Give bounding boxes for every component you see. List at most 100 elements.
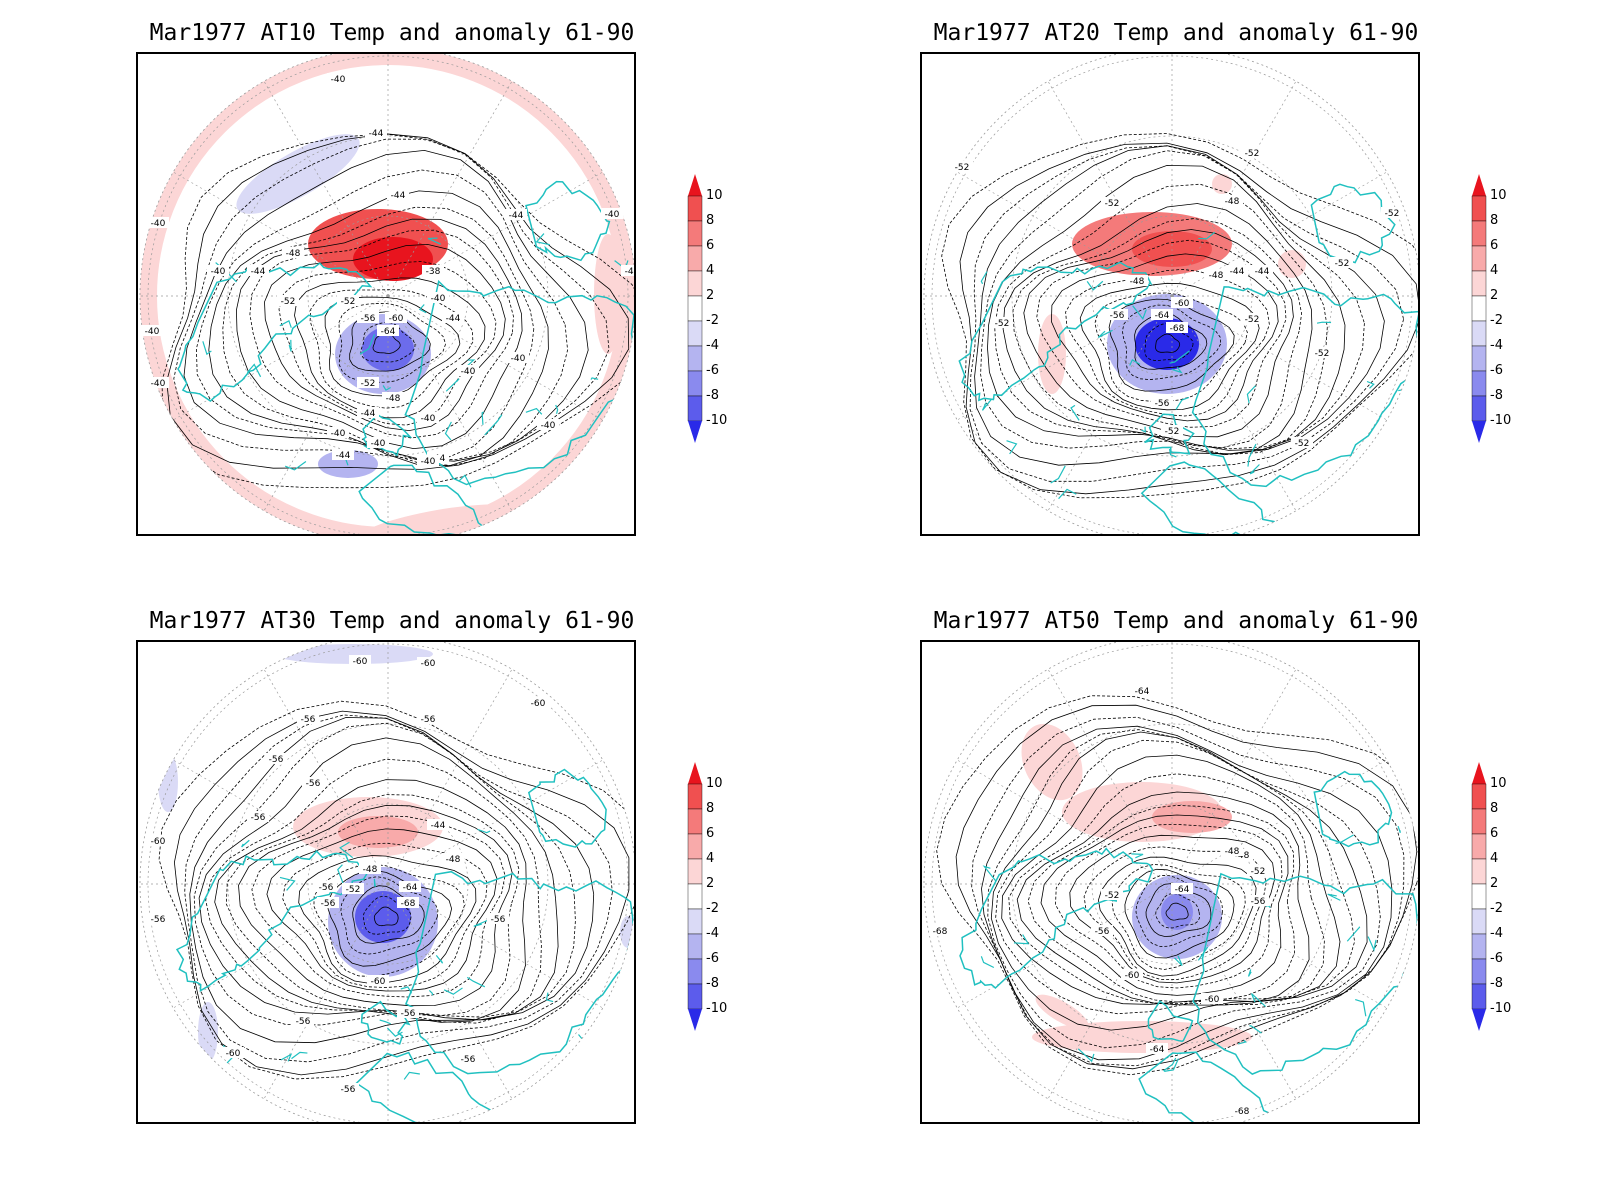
contour-label: -60 [421, 659, 436, 669]
border-line [246, 363, 262, 378]
border-line [427, 237, 441, 245]
contour-label: -48 [1225, 197, 1240, 207]
temperature-contour [238, 804, 513, 1007]
coastline [175, 849, 369, 993]
contour-label: -56 [1110, 311, 1125, 321]
coastline [1191, 286, 1418, 488]
colorbar-tick-label: -8 [1490, 388, 1503, 403]
contour-label-bg [1331, 257, 1353, 268]
colorbar-arrow-up [688, 762, 702, 784]
colorbar-swatch [1471, 245, 1487, 272]
coastline [1310, 183, 1396, 264]
contour-label-bg [1231, 1105, 1253, 1116]
colorbar-swatch [1471, 370, 1487, 397]
contour-label-bg [327, 427, 349, 438]
meridian-line [387, 81, 513, 297]
contour-label: -40 [151, 379, 166, 389]
temperature-contour [294, 277, 486, 419]
colorbar-tick-label: 2 [706, 876, 715, 891]
border-line [1346, 926, 1361, 942]
colorbar-swatch [687, 783, 703, 810]
colorbar-tick-label: -4 [706, 926, 719, 941]
colorbar-tick-label: -4 [1490, 338, 1503, 353]
contour-label-bg [342, 883, 364, 894]
border-line [373, 878, 376, 887]
contour-label-bg [399, 881, 421, 892]
temperature-contour [981, 725, 1393, 1061]
contour-label: -52 [281, 297, 296, 307]
map-disc [924, 54, 1418, 534]
colorbar: 10 8 6 4 2 -2 -4 -6 -8 -10 [1470, 760, 1540, 1040]
border-line [982, 865, 997, 882]
colorbar-swatch [1471, 858, 1487, 885]
anomaly-patch [1038, 314, 1066, 394]
polar-map: -64-48-52-64-52-56-48-56-60-60-64-68-68 [923, 642, 1418, 1122]
polar-map: -60 -60-60-56 -56-56-56-56-60-44-48-48-56-… [139, 642, 634, 1122]
border-line [1050, 465, 1066, 484]
colorbar-tick-label: 6 [1490, 826, 1499, 841]
colorbar-svg [687, 762, 703, 1031]
temperature-contour [941, 133, 1418, 499]
temperature-contour [1165, 902, 1189, 921]
contour-label-bg [1241, 147, 1263, 158]
map-panel-at20: Mar1977 AT20 Temp and anomaly 61-90 -52-… [920, 0, 1600, 560]
contour-label-bg [1106, 309, 1128, 320]
colorbar-swatch [687, 958, 703, 985]
contour-label: -52 [1295, 439, 1310, 449]
border-line [379, 1019, 391, 1025]
meridian-line [1171, 669, 1297, 885]
contour-label: -68 [933, 927, 948, 937]
border-line [981, 398, 993, 411]
border-line [1246, 385, 1256, 404]
temperature-contour [1108, 298, 1235, 392]
contour-label: -40 [605, 210, 620, 220]
temperature-contour [990, 731, 1368, 1031]
temperature-contour [1155, 892, 1200, 929]
temperature-contour [1001, 754, 1341, 1005]
border-line [1013, 934, 1030, 945]
contour-label: -52 [1245, 149, 1260, 159]
colorbar-tick-label: 8 [1490, 801, 1499, 816]
colorbar-tick-label: -10 [1490, 1001, 1512, 1016]
contour-label: -40 [541, 421, 556, 431]
contour-label: -52 [955, 163, 970, 173]
contour-label-bg [292, 1015, 314, 1026]
meridian-line [263, 295, 389, 511]
contour-label-bg [365, 127, 387, 138]
contour-label: -56 [1251, 897, 1266, 907]
temperature-contour [1069, 834, 1276, 984]
temperature-contour [1111, 864, 1246, 970]
border-line [1249, 1025, 1262, 1034]
contour-label: -64 [403, 883, 418, 893]
border-line [1131, 853, 1144, 859]
coastline [958, 261, 1153, 402]
border-line [1070, 404, 1080, 421]
border-line [279, 319, 292, 328]
contour-label-bg [222, 1047, 244, 1058]
contour-label: -68 [1235, 1107, 1250, 1117]
contour-label: -40 [511, 354, 526, 364]
border-line [1249, 464, 1260, 475]
contour-label-bg [382, 392, 404, 403]
border-line [386, 1027, 403, 1037]
contour-label: -44 [369, 129, 384, 139]
temperature-contour [161, 133, 634, 489]
contour-label: -48 [1209, 271, 1224, 281]
contour-label: -56 [306, 779, 321, 789]
temperature-contour [1083, 846, 1267, 981]
border-line [444, 421, 452, 441]
contour-label: -56 [421, 715, 436, 725]
colorbar-tick-label: -8 [706, 388, 719, 403]
meridian-line [387, 883, 513, 1099]
border-line [1371, 1057, 1381, 1064]
contour-label: -44 [431, 821, 446, 831]
contour-label-bg [387, 189, 409, 200]
temperature-contour [1124, 868, 1235, 959]
colorbar-swatch [687, 883, 703, 910]
map-frame: -52 -52 -52 -48 -52 -44 -48 -44 -48 -60 -64 -68 -56 -… [920, 52, 1420, 536]
border-line [1197, 946, 1209, 961]
meridian-line [173, 171, 389, 297]
border-line [555, 404, 559, 414]
temperature-contour [1012, 218, 1303, 449]
anomaly-patch [198, 1002, 218, 1062]
